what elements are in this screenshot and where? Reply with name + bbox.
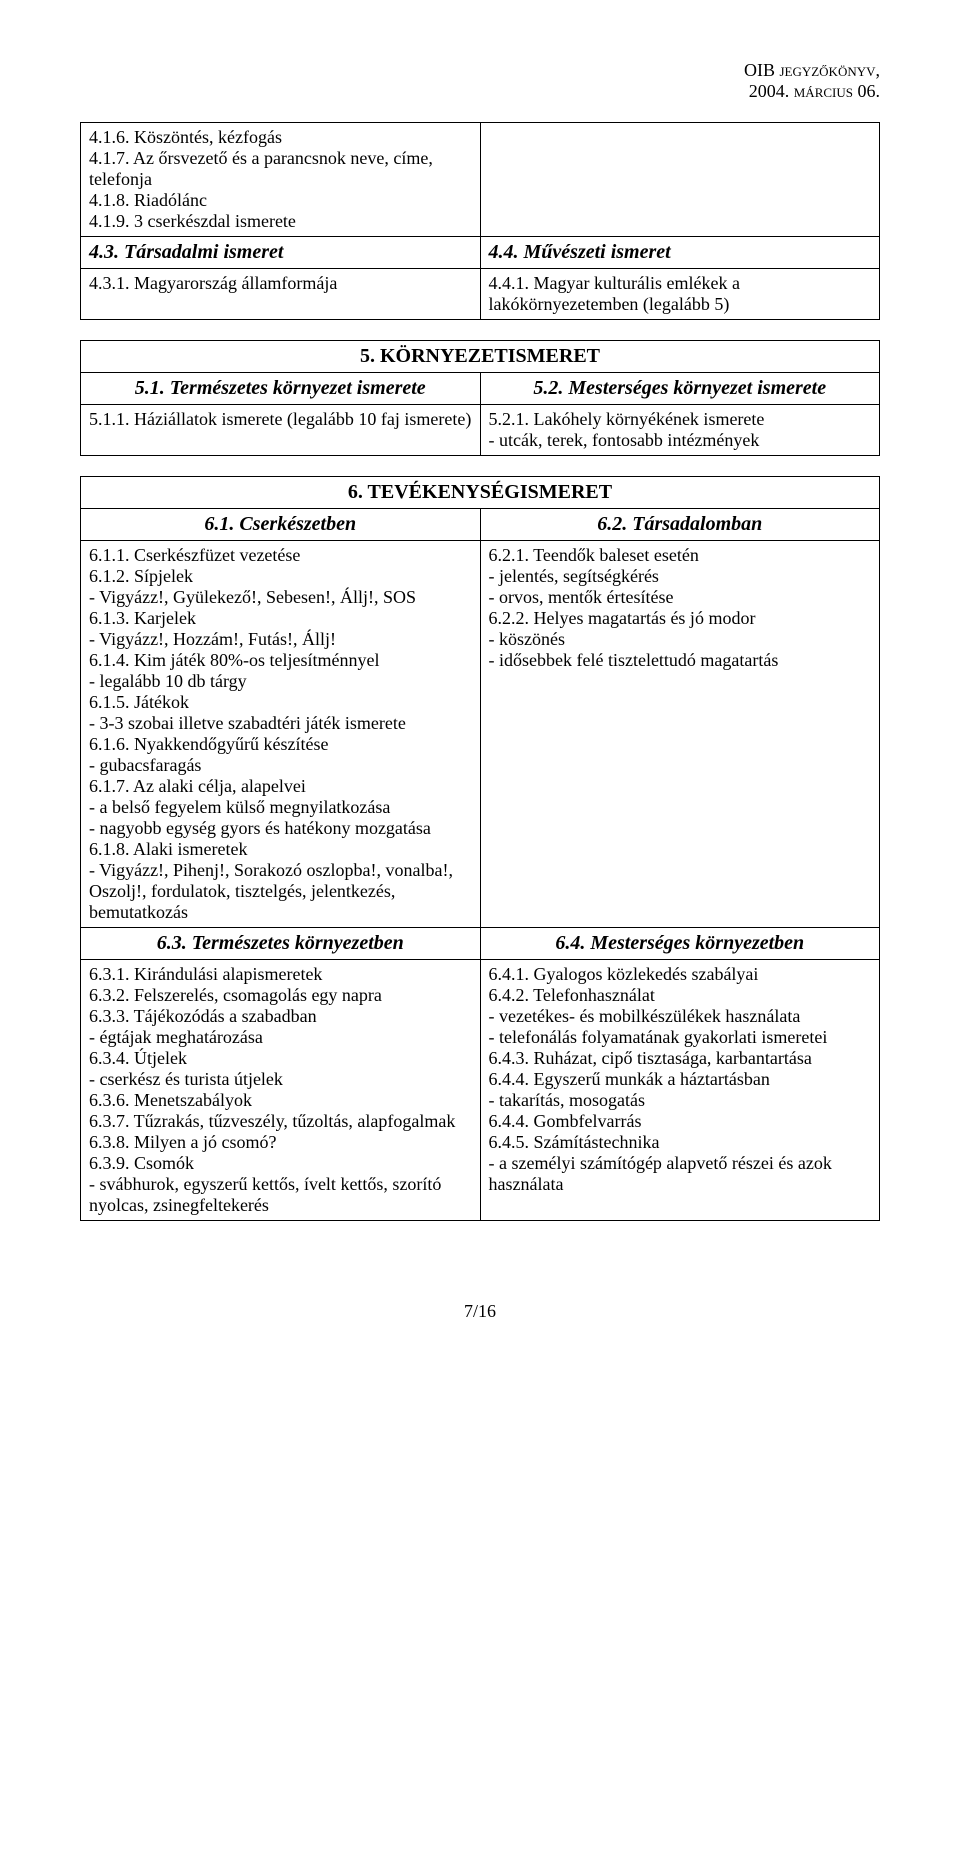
sec-51-title: 5.1. Természetes környezet ismerete [81, 373, 481, 405]
cell-41-left: 4.1.6. Köszöntés, kézfogás 4.1.7. Az őrs… [81, 123, 481, 237]
table-section-5: 5. KÖRNYEZETISMERET 5.1. Természetes kör… [80, 340, 880, 456]
sec-5-title: 5. KÖRNYEZETISMERET [81, 341, 880, 373]
table-section-4: 4.1.6. Köszöntés, kézfogás 4.1.7. Az őrs… [80, 122, 880, 320]
sec-64-title: 6.4. Mesterséges környezetben [480, 928, 880, 960]
sec-43-body: 4.3.1. Magyarország államformája [81, 269, 481, 320]
sec-62-title: 6.2. Társadalomban [480, 509, 880, 541]
sec-52-title: 5.2. Mesterséges környezet ismerete [480, 373, 880, 405]
sec-62-body: 6.2.1. Teendők baleset esetén - jelentés… [480, 541, 880, 928]
sec-43-title: 4.3. Társadalmi ismeret [81, 237, 481, 269]
sec-44-title: 4.4. Művészeti ismeret [480, 237, 880, 269]
sec-61-title: 6.1. Cserkészetben [81, 509, 481, 541]
sec-52-body: 5.2.1. Lakóhely környékének ismerete - u… [480, 405, 880, 456]
sec-51-body: 5.1.1. Háziállatok ismerete (legalább 10… [81, 405, 481, 456]
cell-41-right [480, 123, 880, 237]
sec-44-body: 4.4.1. Magyar kulturális emlékek a lakók… [480, 269, 880, 320]
header-line1: OIB jegyzőkönyv, [80, 60, 880, 81]
sec-61-body: 6.1.1. Cserkészfüzet vezetése 6.1.2. Síp… [81, 541, 481, 928]
sec-64-body: 6.4.1. Gyalogos közlekedés szabályai 6.4… [480, 960, 880, 1221]
sec-6-title: 6. TEVÉKENYSÉGISMERET [81, 477, 880, 509]
doc-header: OIB jegyzőkönyv, 2004. március 06. [80, 60, 880, 102]
page-number: 7/16 [80, 1301, 880, 1322]
table-section-6: 6. TEVÉKENYSÉGISMERET 6.1. Cserkészetben… [80, 476, 880, 1221]
header-line2: 2004. március 06. [80, 81, 880, 102]
sec-63-title: 6.3. Természetes környezetben [81, 928, 481, 960]
sec-63-body: 6.3.1. Kirándulási alapismeretek 6.3.2. … [81, 960, 481, 1221]
